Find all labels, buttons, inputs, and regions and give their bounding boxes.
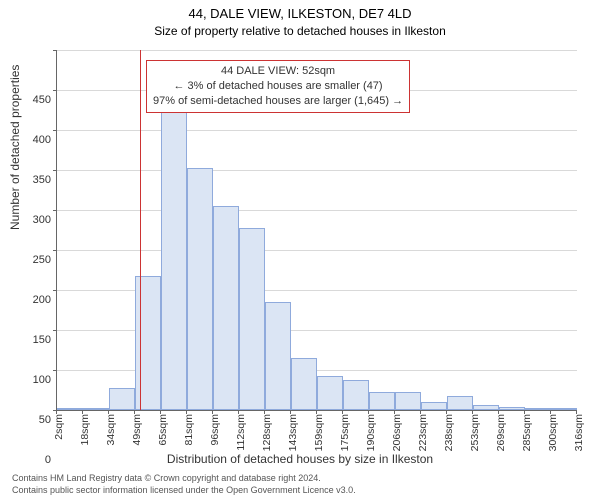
ytick-mark	[53, 50, 57, 51]
xtick-label: 316sqm	[573, 414, 585, 451]
x-axis-label: Distribution of detached houses by size …	[0, 452, 600, 466]
gridline	[57, 50, 577, 51]
xtick-label: 128sqm	[261, 414, 273, 451]
ytick-label: 150	[11, 334, 51, 346]
xtick-label: 2sqm	[53, 414, 65, 440]
xtick-label: 143sqm	[287, 414, 299, 451]
xtick-label: 253sqm	[469, 414, 481, 451]
histogram-bar	[317, 376, 343, 410]
ytick-mark	[53, 330, 57, 331]
gridline	[57, 250, 577, 251]
ytick-label: 450	[11, 94, 51, 106]
page-subtitle: Size of property relative to detached ho…	[0, 24, 600, 38]
ytick-mark	[53, 210, 57, 211]
histogram-bar	[161, 96, 187, 410]
ytick-mark	[53, 130, 57, 131]
xtick-label: 206sqm	[391, 414, 403, 451]
histogram-bar	[421, 402, 447, 410]
annotation-box: 44 DALE VIEW: 52sqm ← 3% of detached hou…	[146, 60, 410, 113]
ytick-mark	[53, 170, 57, 171]
xtick-label: 81sqm	[183, 414, 195, 446]
annotation-line1: 44 DALE VIEW: 52sqm	[153, 64, 403, 79]
ytick-mark	[53, 290, 57, 291]
histogram-bar	[83, 408, 109, 410]
ytick-mark	[53, 370, 57, 371]
histogram-bar	[187, 168, 213, 410]
histogram-bar	[213, 206, 239, 410]
ytick-label: 350	[11, 174, 51, 186]
gridline	[57, 130, 577, 131]
histogram-bar	[473, 405, 499, 410]
ytick-label: 100	[11, 374, 51, 386]
xtick-label: 190sqm	[365, 414, 377, 451]
xtick-label: 112sqm	[235, 414, 247, 451]
attribution-line1: Contains HM Land Registry data © Crown c…	[12, 472, 356, 484]
xtick-label: 175sqm	[339, 414, 351, 451]
histogram-bar	[395, 392, 421, 410]
ytick-label: 200	[11, 294, 51, 306]
y-axis-label: Number of detached properties	[8, 65, 22, 230]
ytick-label: 250	[11, 254, 51, 266]
chart-area: 44 DALE VIEW: 52sqm ← 3% of detached hou…	[56, 50, 576, 410]
histogram-bar	[525, 408, 551, 410]
ytick-mark	[53, 90, 57, 91]
attribution: Contains HM Land Registry data © Crown c…	[12, 472, 356, 496]
chart-container: 44, DALE VIEW, ILKESTON, DE7 4LD Size of…	[0, 0, 600, 500]
attribution-line2: Contains public sector information licen…	[12, 484, 356, 496]
histogram-bar	[291, 358, 317, 410]
xtick-label: 18sqm	[79, 414, 91, 446]
histogram-bar	[499, 407, 525, 410]
xtick-label: 238sqm	[443, 414, 455, 451]
xtick-label: 269sqm	[495, 414, 507, 451]
gridline	[57, 170, 577, 171]
histogram-bar	[447, 396, 473, 410]
ytick-mark	[53, 250, 57, 251]
page-title: 44, DALE VIEW, ILKESTON, DE7 4LD	[0, 6, 600, 21]
xtick-label: 223sqm	[417, 414, 429, 451]
histogram-bar	[551, 408, 577, 410]
histogram-bar	[343, 380, 369, 410]
marker-line	[140, 50, 141, 410]
xtick-label: 96sqm	[209, 414, 221, 446]
xtick-label: 285sqm	[521, 414, 533, 451]
annotation-line3: 97% of semi-detached houses are larger (…	[153, 94, 403, 109]
ytick-label: 50	[11, 414, 51, 426]
xtick-label: 34sqm	[105, 414, 117, 446]
ytick-label: 300	[11, 214, 51, 226]
xtick-label: 65sqm	[157, 414, 169, 446]
annotation-line2: ← 3% of detached houses are smaller (47)	[153, 79, 403, 94]
xtick-label: 159sqm	[313, 414, 325, 451]
histogram-bar	[369, 392, 395, 410]
histogram-bar	[239, 228, 265, 410]
xtick-label: 49sqm	[131, 414, 143, 446]
histogram-bar	[109, 388, 135, 410]
xtick-label: 300sqm	[547, 414, 559, 451]
ytick-label: 400	[11, 134, 51, 146]
gridline	[57, 210, 577, 211]
histogram-bar	[265, 302, 291, 410]
histogram-bar	[57, 408, 83, 410]
